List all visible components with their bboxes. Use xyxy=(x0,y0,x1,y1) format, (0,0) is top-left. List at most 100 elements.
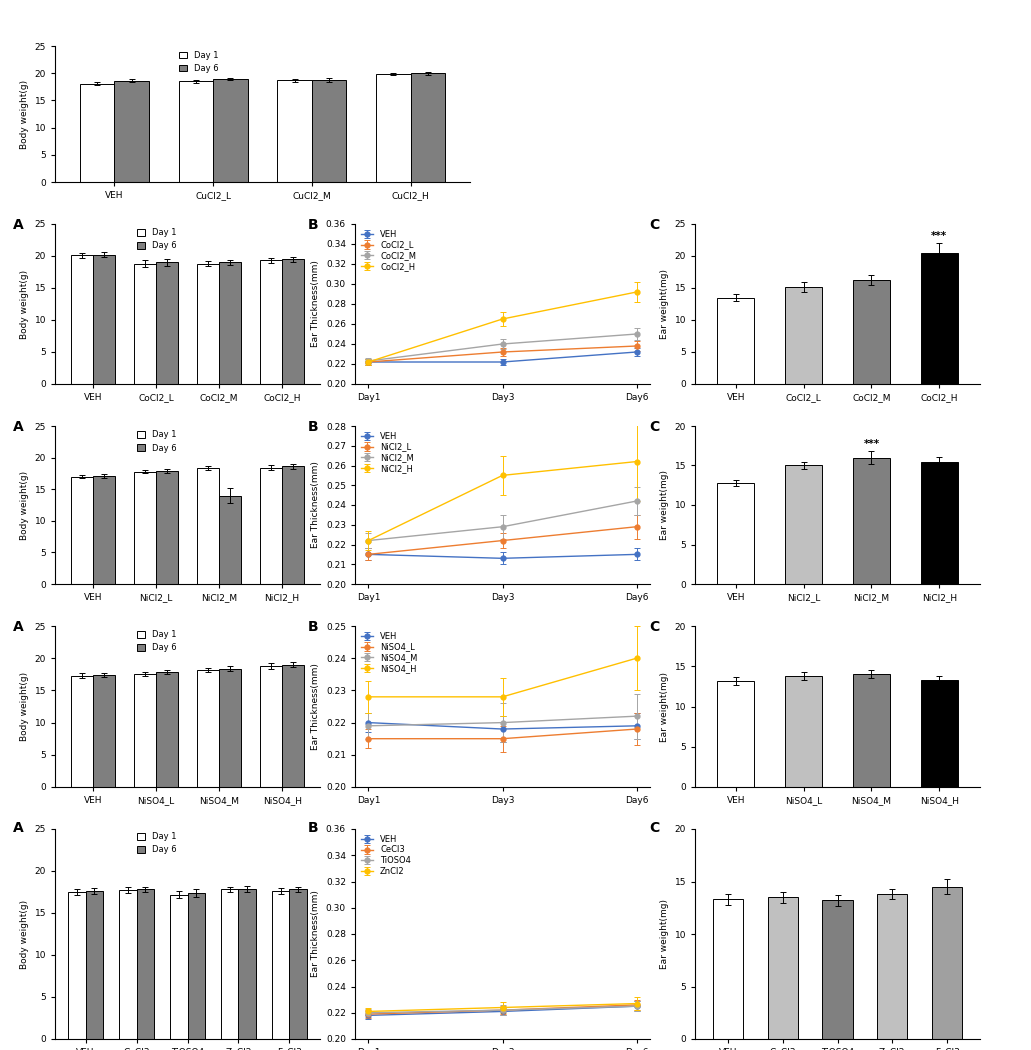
Y-axis label: Ear Thickness(mm): Ear Thickness(mm) xyxy=(311,663,321,750)
Y-axis label: Ear weight(mg): Ear weight(mg) xyxy=(660,672,669,741)
Bar xyxy=(785,287,823,384)
Bar xyxy=(376,75,410,182)
Legend: VEH, NiCl2_L, NiCl2_M, NiCl2_H: VEH, NiCl2_L, NiCl2_M, NiCl2_H xyxy=(359,430,415,475)
Bar xyxy=(785,676,823,788)
Bar xyxy=(853,674,890,788)
Bar xyxy=(221,889,238,1040)
Text: C: C xyxy=(650,620,660,633)
Bar xyxy=(260,467,282,584)
Text: A: A xyxy=(12,217,24,232)
Bar xyxy=(260,666,282,788)
Y-axis label: Ear weight(mg): Ear weight(mg) xyxy=(660,470,669,540)
Y-axis label: Body weight(g): Body weight(g) xyxy=(20,270,29,338)
Bar xyxy=(921,462,958,584)
Bar xyxy=(79,84,114,182)
Y-axis label: Ear Thickness(mm): Ear Thickness(mm) xyxy=(311,462,321,548)
Bar xyxy=(712,900,743,1040)
Bar xyxy=(188,892,205,1040)
Text: B: B xyxy=(308,821,319,835)
Bar xyxy=(71,675,93,788)
Bar xyxy=(282,259,304,384)
Bar xyxy=(785,465,823,584)
Bar xyxy=(290,889,307,1040)
Bar xyxy=(197,468,219,584)
Y-axis label: Body weight(g): Body weight(g) xyxy=(20,80,29,148)
Legend: Day 1, Day 6: Day 1, Day 6 xyxy=(133,828,179,858)
Bar xyxy=(717,483,755,584)
Text: CuCl₂: CuCl₂ xyxy=(16,24,47,34)
Bar xyxy=(170,895,188,1040)
Text: C: C xyxy=(650,821,660,835)
Bar xyxy=(68,892,86,1040)
Bar xyxy=(134,264,156,384)
Y-axis label: Ear Thickness(mm): Ear Thickness(mm) xyxy=(311,260,321,348)
Text: ***: *** xyxy=(863,439,879,448)
Bar xyxy=(93,675,114,788)
Bar xyxy=(197,670,219,788)
Legend: Day 1, Day 6: Day 1, Day 6 xyxy=(133,225,179,254)
Text: NiSO₄: NiSO₄ xyxy=(16,604,48,614)
Bar xyxy=(921,680,958,788)
Bar xyxy=(312,80,346,182)
Bar xyxy=(853,458,890,584)
Bar xyxy=(119,890,136,1040)
Bar xyxy=(219,496,241,584)
Legend: VEH, NiSO4_L, NiSO4_M, NiSO4_H: VEH, NiSO4_L, NiSO4_M, NiSO4_H xyxy=(359,630,419,674)
Bar xyxy=(282,466,304,584)
Text: CeCl₃, TiOSO₄, ZnCl₂, FeCl₃ – highest concentration: CeCl₃, TiOSO₄, ZnCl₂, FeCl₃ – highest co… xyxy=(35,807,299,817)
Text: A: A xyxy=(12,620,24,633)
Bar xyxy=(156,262,178,384)
Bar xyxy=(178,81,213,182)
Y-axis label: Ear Thickness(mm): Ear Thickness(mm) xyxy=(311,890,321,978)
Bar xyxy=(219,669,241,788)
Legend: Day 1, Day 6: Day 1, Day 6 xyxy=(175,47,222,77)
Bar xyxy=(213,79,247,182)
Y-axis label: Body weight(g): Body weight(g) xyxy=(20,672,29,741)
Text: C: C xyxy=(650,420,660,434)
Bar xyxy=(271,891,290,1040)
Text: A: A xyxy=(12,821,24,835)
Bar xyxy=(238,888,257,1040)
Bar xyxy=(93,476,114,584)
Text: B: B xyxy=(308,420,319,434)
Text: B: B xyxy=(308,217,319,232)
Bar xyxy=(921,253,958,384)
Bar xyxy=(717,297,755,384)
Text: NiCl₂: NiCl₂ xyxy=(16,404,44,414)
Bar xyxy=(134,674,156,788)
Text: C: C xyxy=(650,217,660,232)
Text: B: B xyxy=(308,620,319,633)
Bar xyxy=(134,471,156,584)
Bar xyxy=(260,260,282,384)
Bar xyxy=(823,901,853,1040)
Text: ***: *** xyxy=(931,231,947,242)
Bar xyxy=(768,898,798,1040)
Bar xyxy=(71,477,93,584)
Bar xyxy=(136,889,155,1040)
Y-axis label: Ear weight(mg): Ear weight(mg) xyxy=(660,269,669,339)
Legend: Day 1, Day 6: Day 1, Day 6 xyxy=(133,627,179,656)
Bar xyxy=(93,255,114,384)
Legend: VEH, CoCl2_L, CoCl2_M, CoCl2_H: VEH, CoCl2_L, CoCl2_M, CoCl2_H xyxy=(359,228,418,273)
Text: A: A xyxy=(12,420,24,434)
Bar xyxy=(410,74,445,182)
Bar xyxy=(853,279,890,384)
Legend: Day 1, Day 6: Day 1, Day 6 xyxy=(133,427,179,456)
Bar xyxy=(197,264,219,384)
Bar xyxy=(156,672,178,788)
Bar xyxy=(277,80,312,182)
Legend: VEH, CeCl3, TiOSO4, ZnCl2: VEH, CeCl3, TiOSO4, ZnCl2 xyxy=(359,833,412,878)
Bar xyxy=(114,81,148,182)
Text: CoCl₂: CoCl₂ xyxy=(16,202,46,212)
Bar xyxy=(71,255,93,384)
Y-axis label: Body weight(g): Body weight(g) xyxy=(20,470,29,540)
Y-axis label: Ear weight(mg): Ear weight(mg) xyxy=(660,899,669,969)
Bar xyxy=(932,887,962,1040)
Bar xyxy=(156,470,178,584)
Bar xyxy=(877,895,907,1040)
Bar xyxy=(717,680,755,788)
Bar xyxy=(86,891,103,1040)
Y-axis label: Body weight(g): Body weight(g) xyxy=(20,900,29,968)
Bar xyxy=(219,262,241,384)
Bar xyxy=(282,665,304,788)
